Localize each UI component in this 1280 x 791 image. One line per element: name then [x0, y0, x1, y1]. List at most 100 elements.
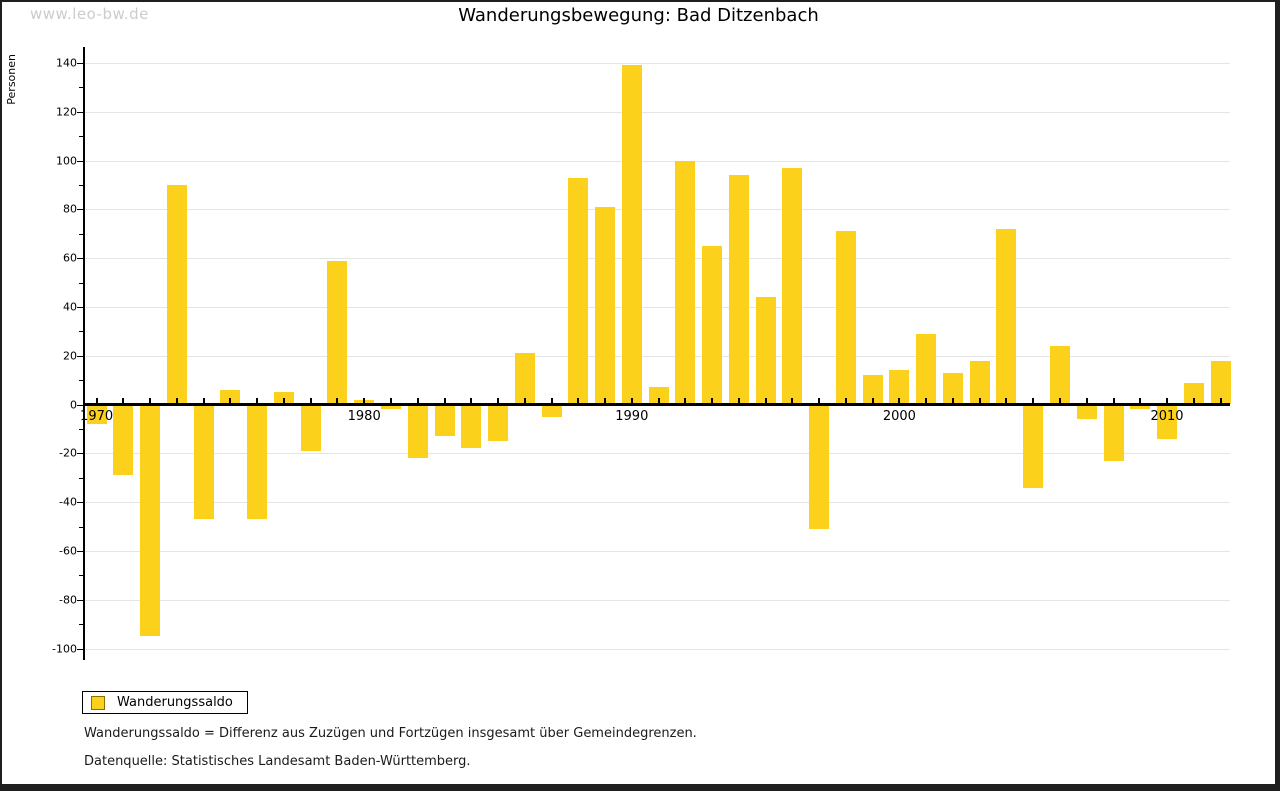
y-tick-major: [77, 502, 83, 504]
bar-1971: [113, 404, 134, 476]
bar-2002: [942, 372, 963, 405]
x-tick-label-1970: 1970: [80, 409, 114, 424]
x-tick-label-2000: 2000: [882, 409, 916, 424]
x-tick-1988: [577, 398, 580, 404]
gridline-y-100: [85, 648, 1230, 650]
y-tick-minor: [79, 233, 83, 235]
bar-2010: [1157, 404, 1177, 439]
y-tick-label-80: 80: [63, 202, 77, 216]
bar-1986: [514, 353, 535, 405]
x-tick-1990: [630, 398, 633, 404]
x-tick-1991: [657, 398, 660, 404]
x-tick-1998: [844, 398, 847, 404]
x-tick-2007: [1085, 398, 1088, 404]
x-tick-1994: [737, 398, 740, 404]
y-axis-line: [83, 47, 85, 660]
y-tick-major: [77, 160, 83, 162]
y-tick-label-100: 100: [56, 154, 77, 167]
x-tick-label-1990: 1990: [615, 409, 649, 424]
x-tick-2001: [925, 398, 928, 404]
x-tick-1971: [122, 398, 125, 404]
y-tick-label--40: -40: [59, 495, 77, 509]
y-tick-major: [77, 258, 83, 260]
y-tick-label--100: -100: [52, 642, 77, 655]
gridline-y40: [85, 306, 1230, 308]
bar-1993: [702, 245, 723, 405]
y-tick-label--20: -20: [59, 446, 77, 460]
gridline-y60: [85, 258, 1230, 260]
x-tick-1995: [764, 398, 767, 404]
x-tick-1999: [871, 398, 874, 404]
bar-1975: [220, 389, 241, 405]
y-tick-label-140: 140: [56, 56, 77, 70]
x-tick-2002: [951, 398, 954, 404]
bar-1988: [568, 177, 589, 405]
x-tick-1984: [470, 398, 473, 404]
legend: Wanderungssaldo: [82, 691, 248, 714]
bar-1972: [140, 404, 161, 637]
y-tick-major: [77, 209, 83, 211]
x-tick-1976: [256, 398, 259, 404]
x-axis-zero-line: [85, 403, 1230, 406]
y-tick-minor: [79, 136, 83, 138]
x-tick-1972: [149, 398, 152, 404]
bar-1979: [327, 260, 348, 405]
gridline-y80: [85, 209, 1230, 211]
y-tick-minor: [79, 380, 83, 382]
x-tick-1970: [95, 398, 98, 404]
x-tick-2003: [978, 398, 981, 404]
bar-1995: [755, 297, 776, 405]
y-tick-label-120: 120: [56, 105, 77, 119]
x-tick-2008: [1112, 398, 1115, 404]
y-tick-minor: [79, 331, 83, 333]
y-tick-major: [77, 550, 83, 552]
y-tick-minor: [79, 282, 83, 284]
y-tick-major: [77, 599, 83, 601]
y-axis-label: Personen: [5, 54, 18, 105]
bar-1970: [86, 404, 107, 424]
legend-swatch-icon: [91, 695, 105, 710]
x-tick-2006: [1059, 398, 1061, 404]
y-tick-label--60: -60: [59, 544, 77, 558]
x-tick-1983: [443, 398, 446, 404]
x-tick-1982: [416, 398, 419, 404]
bar-1992: [675, 160, 696, 405]
bar-1997: [809, 404, 830, 529]
x-tick-2011: [1192, 398, 1195, 404]
x-tick-1974: [202, 398, 205, 404]
x-tick-1981: [390, 398, 392, 404]
bar-2003: [969, 360, 990, 405]
bar-1989: [595, 206, 615, 405]
y-tick-major: [77, 453, 83, 455]
bar-1996: [782, 167, 803, 405]
y-tick-label-0: 0: [70, 398, 77, 411]
y-tick-label-20: 20: [63, 349, 77, 363]
bar-2005: [1023, 404, 1044, 488]
x-tick-2000: [898, 398, 901, 404]
x-tick-2004: [1005, 398, 1008, 404]
bar-1991: [648, 387, 669, 405]
bar-1982: [407, 404, 428, 459]
x-tick-1977: [282, 398, 285, 404]
x-tick-1993: [711, 398, 714, 404]
bar-2012: [1210, 360, 1231, 405]
x-tick-1979: [336, 398, 339, 404]
chart-title: Wanderungsbewegung: Bad Ditzenbach: [458, 5, 819, 26]
bar-1998: [835, 231, 856, 405]
gridline-y-80: [85, 599, 1230, 601]
footnote-definition: Wanderungssaldo = Differenz aus Zuzügen …: [84, 726, 697, 741]
gridline-y20: [85, 355, 1230, 357]
x-tick-1975: [229, 398, 232, 404]
gridline-y120: [85, 111, 1230, 113]
y-tick-label-40: 40: [63, 300, 77, 314]
x-tick-2009: [1139, 398, 1142, 404]
bar-1984: [461, 404, 482, 449]
x-tick-1973: [175, 398, 178, 404]
y-tick-major: [77, 404, 83, 406]
x-tick-label-1980: 1980: [347, 409, 381, 424]
bar-1994: [728, 175, 749, 405]
x-tick-1978: [309, 398, 312, 404]
footnote-source: Datenquelle: Statistisches Landesamt Bad…: [84, 754, 471, 769]
gridline-y100: [85, 160, 1230, 162]
